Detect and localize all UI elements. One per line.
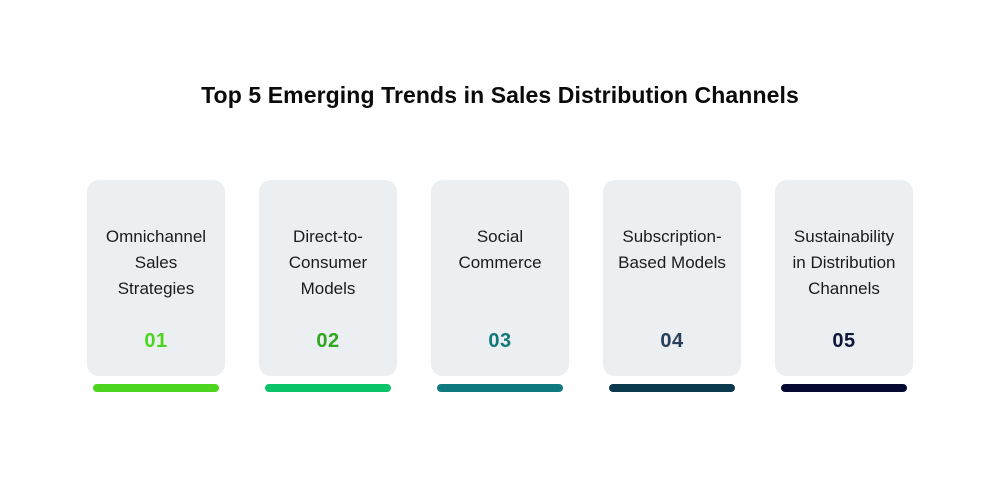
trend-card-4: Subscription- Based Models 04 [603, 180, 741, 396]
trend-color-bar [93, 384, 219, 392]
trend-card-background: Sustainability in Distribution Channels … [775, 180, 913, 376]
trend-label: Direct-to- Consumer Models [288, 227, 368, 298]
trend-card-background: Subscription- Based Models 04 [603, 180, 741, 376]
trend-card-1: Omnichannel Sales Strategies 01 [87, 180, 225, 396]
trend-color-bar [265, 384, 391, 392]
trend-color-bar [609, 384, 735, 392]
trend-color-bar [437, 384, 563, 392]
trend-label: Omnichannel Sales Strategies [105, 227, 207, 298]
diagram-title: Top 5 Emerging Trends in Sales Distribut… [201, 82, 799, 108]
trend-color-bar [781, 384, 907, 392]
trend-number: 03 [488, 330, 512, 352]
trend-number: 05 [832, 330, 856, 352]
trend-number: 02 [316, 330, 340, 352]
trend-card-2: Direct-to- Consumer Models 02 [259, 180, 397, 396]
trend-label: Sustainability in Distribution Channels [792, 227, 896, 298]
trend-number: 01 [144, 330, 168, 352]
trend-cards: Omnichannel Sales Strategies 01 Direct-t… [87, 180, 913, 396]
trend-card-background: Omnichannel Sales Strategies 01 [87, 180, 225, 376]
trend-number: 04 [660, 330, 684, 352]
trend-card-3: Social Commerce 03 [431, 180, 569, 396]
trend-label: Social Commerce [458, 227, 542, 272]
trend-label: Subscription- Based Models [618, 227, 726, 272]
trend-card-background: Direct-to- Consumer Models 02 [259, 180, 397, 376]
trend-card-background: Social Commerce 03 [431, 180, 569, 376]
trend-card-5: Sustainability in Distribution Channels … [775, 180, 913, 396]
